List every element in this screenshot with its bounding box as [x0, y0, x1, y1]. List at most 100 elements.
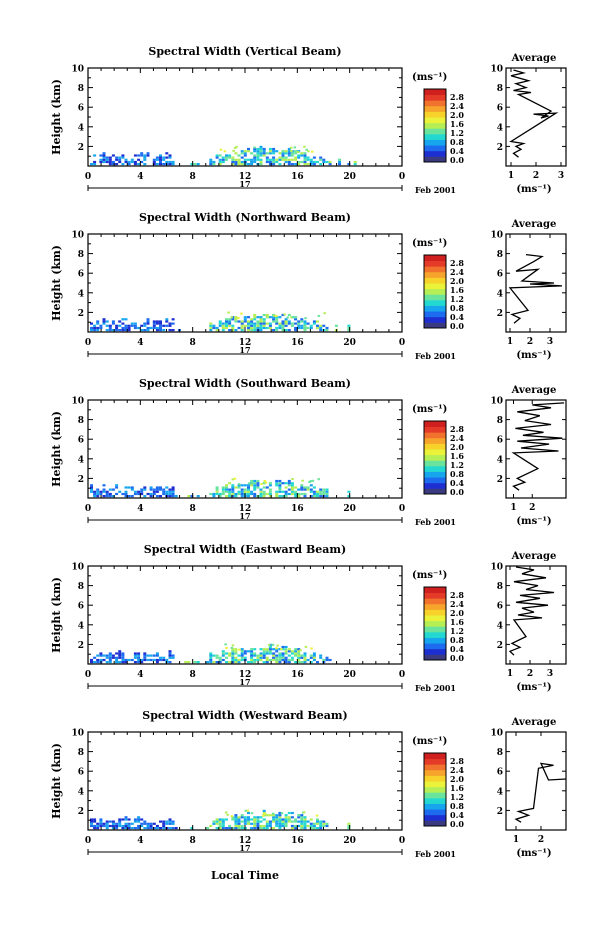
heatmap-cell [250, 822, 254, 825]
colorbar-swatch [424, 775, 446, 782]
heatmap-cell [159, 160, 162, 164]
heatmap-cell [143, 658, 147, 662]
heatmap-cell [130, 324, 134, 327]
y-tick-label: 10 [71, 563, 84, 573]
heatmap-cell [262, 648, 266, 651]
heatmap-cell [234, 658, 238, 662]
heatmap-cell [149, 654, 153, 657]
heatmap-cell [240, 322, 244, 325]
avg-y-tick-label: 10 [490, 397, 503, 407]
heatmap-cell [272, 827, 276, 830]
heatmap-cell [268, 160, 272, 164]
heatmap-cell [300, 820, 304, 823]
heatmap-cell [259, 147, 263, 151]
heatmap-cell [231, 495, 235, 498]
y-tick-label: 6 [78, 768, 84, 778]
heatmap-cell [265, 158, 269, 161]
y-axis-label: Height (km) [50, 79, 63, 155]
heatmap-cell [294, 490, 298, 493]
avg-profile-line [511, 402, 565, 491]
heatmap-cell [304, 645, 308, 648]
heatmap-cell [215, 661, 219, 664]
heatmap-cell [281, 326, 285, 330]
heatmap-cell [287, 818, 291, 821]
heatmap-cell [105, 822, 109, 825]
heatmap-cell [115, 486, 119, 489]
y-tick-label: 2 [78, 143, 84, 153]
heatmap-cell [247, 811, 250, 815]
heatmap-cell [268, 648, 272, 651]
heatmap-cell [137, 824, 141, 828]
colorbar-swatch [424, 443, 446, 450]
heatmap-cell [262, 654, 266, 657]
heatmap-cell [297, 652, 301, 655]
heatmap-cell [209, 324, 213, 327]
heatmap-cell [140, 160, 144, 164]
colorbar-swatch [424, 426, 446, 433]
plot-frame [87, 731, 403, 831]
heatmap-cell [218, 824, 222, 828]
heatmap-cell [99, 492, 103, 496]
colorbar-swatch [424, 421, 446, 428]
heatmap-cell [283, 313, 286, 316]
heatmap-cell [209, 654, 213, 657]
plot-frame [87, 565, 403, 665]
heatmap-cell [250, 329, 254, 332]
heatmap-cell [300, 816, 304, 819]
heatmap-cell [347, 824, 351, 828]
heatmap-cell [265, 486, 269, 489]
heatmap-cell [294, 156, 298, 159]
heatmap-cell [152, 654, 156, 657]
avg-x-tick-label: 2 [529, 503, 535, 513]
heatmap-cell [140, 824, 144, 828]
heatmap-cell [290, 824, 294, 828]
heatmap-cell [297, 654, 301, 657]
heatmap-cell [124, 158, 128, 161]
heatmap-cell [240, 324, 244, 327]
heatmap-cell [253, 313, 257, 317]
heatmap-cell [287, 152, 291, 155]
colorbar-swatch [424, 277, 446, 284]
heatmap-cell [267, 644, 271, 647]
heatmap-cell [271, 643, 275, 646]
heatmap-cell [300, 827, 304, 830]
heatmap-cell [253, 158, 257, 161]
heatmap-cell [231, 329, 235, 332]
heatmap-cell [281, 648, 285, 651]
heatmap-cell [240, 648, 244, 651]
colorbar-tick-label: 1.6 [450, 119, 464, 129]
y-tick-label: 10 [71, 397, 84, 407]
heatmap-cell [102, 152, 106, 155]
heatmap-cell [127, 827, 131, 830]
heatmap-cell [162, 163, 166, 166]
heatmap-cell [209, 652, 213, 655]
heatmap-cell [303, 152, 307, 155]
heatmap-cell [230, 646, 234, 649]
heatmap-cell [284, 661, 288, 664]
heatmap-cell [262, 318, 266, 321]
heatmap-cell [287, 492, 291, 496]
heatmap-cell [294, 163, 298, 166]
heatmap-cell [130, 486, 134, 489]
heatmap-cell [155, 326, 159, 330]
heatmap-cell [115, 652, 119, 655]
heatmap-cell [165, 490, 169, 493]
heatmap-cell [168, 827, 172, 830]
heatmap-cell [334, 324, 338, 327]
heatmap-cell [281, 152, 285, 155]
heatmap-cell [253, 147, 257, 151]
heatmap-cell [225, 656, 228, 659]
heatmap-cell [300, 326, 304, 330]
heatmap-cell [278, 661, 282, 664]
heatmap-cell [253, 495, 257, 498]
heatmap-cell [105, 827, 109, 830]
colorbar-tick-label: 0.0 [450, 487, 464, 497]
heatmap-cell [234, 816, 238, 819]
heatmap-cell [268, 824, 272, 828]
heatmap-cell [259, 492, 263, 496]
heatmap-cell [218, 158, 222, 161]
heatmap-cell [319, 820, 323, 823]
heatmap-cell [309, 158, 313, 161]
heatmap-cell [240, 658, 244, 662]
